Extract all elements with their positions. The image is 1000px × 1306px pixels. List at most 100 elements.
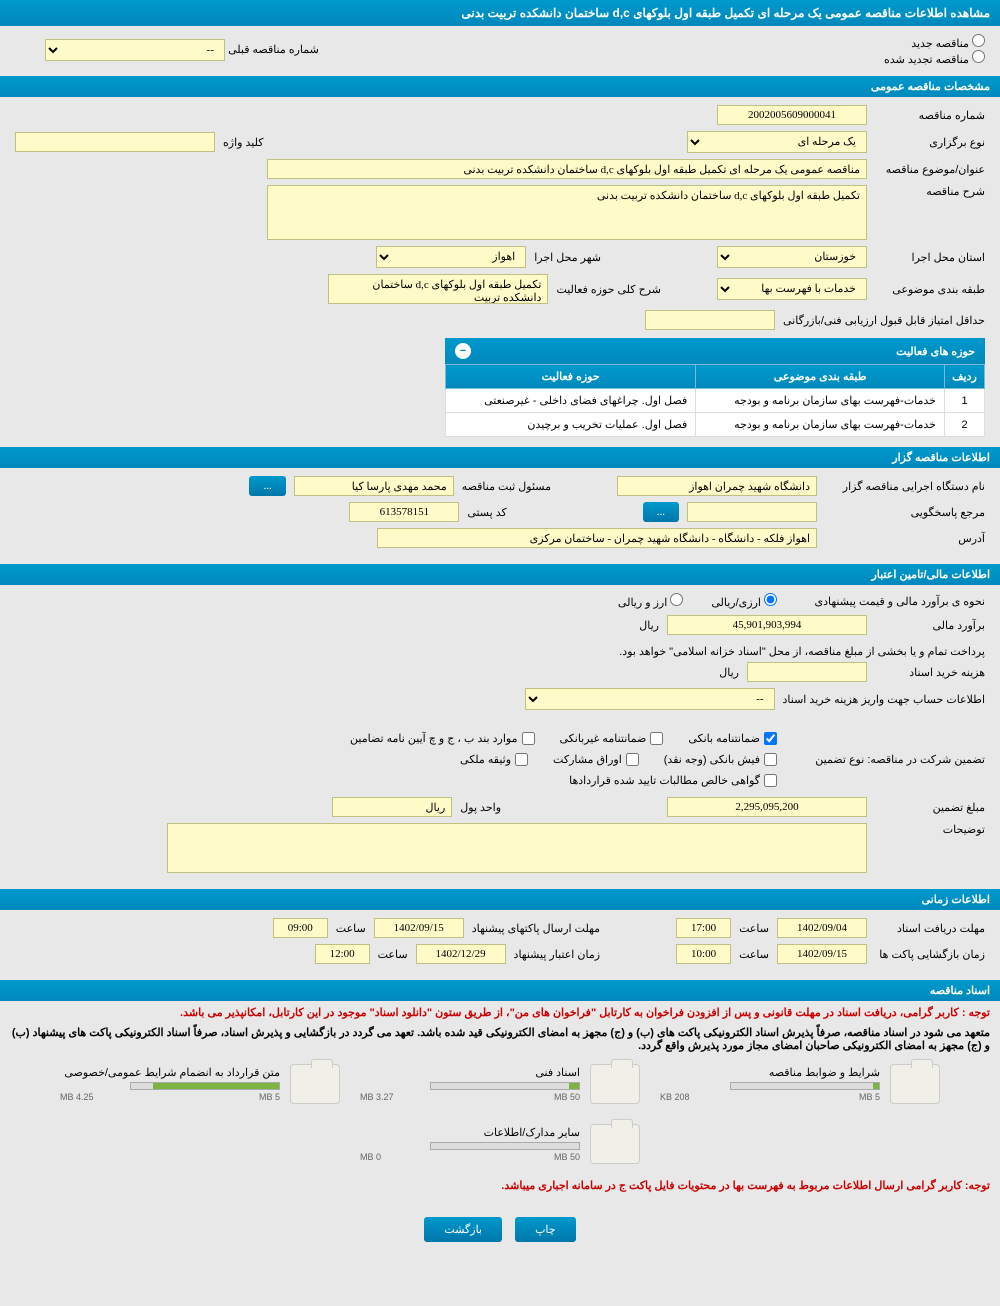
doc-deadline-time[interactable] [676, 918, 731, 938]
registrar-label: مسئول ثبت مناقصه [462, 480, 551, 493]
province-select[interactable]: خوزستان [717, 246, 867, 268]
time-label-4: ساعت [378, 948, 408, 961]
category-label: طبقه بندی موضوعی [875, 283, 985, 296]
doc-note-1: توجه : کاربر گرامی، دریافت اسناد در مهلت… [0, 1001, 1000, 1024]
folder-icon[interactable] [590, 1124, 640, 1164]
envelope-deadline-time[interactable] [273, 918, 328, 938]
opening-label: زمان بازگشایی پاکت ها [875, 948, 985, 961]
subject-input[interactable] [267, 159, 867, 179]
col-category: طبقه بندی موضوعی [696, 365, 945, 389]
response-ref-more-button[interactable]: ... [643, 502, 679, 522]
response-ref-input[interactable] [687, 502, 817, 522]
file-item: شرایط و ضوابط مناقصه 5 MB208 KB [660, 1064, 940, 1104]
tender-type-row: مناقصه جدید مناقصه تجدید شده شماره مناقص… [0, 26, 1000, 74]
description-textarea[interactable] [267, 185, 867, 240]
folder-icon[interactable] [290, 1064, 340, 1104]
col-field: حوزه فعالیت [446, 365, 696, 389]
chk-cert[interactable]: گواهی خالص مطالبات تایید شده قراردادها [569, 774, 777, 787]
file-item: سایر مدارک/اطلاعات 50 MB0 MB [360, 1124, 640, 1164]
estimate-method-label: نحوه ی برآورد مالی و قیمت پیشنهادی [785, 595, 985, 608]
section-timing: اطلاعات زمانی [0, 889, 1000, 910]
validity-time[interactable] [315, 944, 370, 964]
back-button[interactable]: بازگشت [424, 1217, 502, 1242]
chk-nonbank-guarantee[interactable]: ضمانتنامه غیربانکی [560, 732, 664, 745]
notes-textarea[interactable] [167, 823, 867, 873]
chk-property[interactable]: وثیقه ملکی [460, 753, 528, 766]
radio-currency-ir[interactable]: ارزی/ریالی [711, 593, 777, 609]
currency-unit-label: واحد پول [460, 801, 501, 814]
opening-date[interactable] [777, 944, 867, 964]
registrar-input[interactable] [294, 476, 454, 496]
guarantee-amount-label: مبلغ تضمین [875, 801, 985, 814]
province-label: استان محل اجرا [875, 251, 985, 264]
activity-desc-textarea[interactable] [328, 274, 548, 304]
envelope-deadline-date[interactable] [374, 918, 464, 938]
doc-bottom-note: توجه: کاربر گرامی ارسال اطلاعات مربوط به… [0, 1174, 1000, 1197]
estimate-input[interactable] [667, 615, 867, 635]
exec-name-input[interactable] [617, 476, 817, 496]
file-label: متن قرارداد به انضمام شرایط عمومی/خصوصی [60, 1066, 280, 1079]
radio-new-tender[interactable]: مناقصه جدید [911, 38, 985, 50]
activity-desc-label: شرح کلی حوزه فعالیت [556, 283, 661, 296]
file-label: شرایط و ضوابط مناقصه [660, 1066, 880, 1079]
chk-bank-guarantee[interactable]: ضمانتنامه بانکی [688, 732, 777, 745]
doc-deadline-label: مهلت دریافت اسناد [875, 922, 985, 935]
collapse-icon[interactable]: − [455, 343, 471, 359]
validity-date[interactable] [416, 944, 506, 964]
section-documents: اسناد مناقصه [0, 980, 1000, 1001]
radio-currency-fx[interactable]: ارز و ریالی [618, 593, 683, 609]
tender-no-label: شماره مناقصه [875, 109, 985, 122]
folder-icon[interactable] [590, 1064, 640, 1104]
progress-bar [430, 1142, 580, 1150]
chk-bonds[interactable]: اوراق مشارکت [553, 753, 639, 766]
file-item: اسناد فنی 50 MB3.27 MB [360, 1064, 640, 1104]
prev-tender-select[interactable]: -- [45, 39, 225, 61]
progress-bar [130, 1082, 280, 1090]
min-score-input[interactable] [645, 310, 775, 330]
subject-label: عنوان/موضوع مناقصه [875, 163, 985, 176]
account-select[interactable]: -- [525, 688, 775, 710]
chk-cond-guarantee[interactable]: موارد بند ب ، ج و چ آیین نامه تضامین [350, 732, 534, 745]
currency-unit-input[interactable] [332, 797, 452, 817]
time-label-3: ساعت [739, 948, 769, 961]
file-grid: شرایط و ضوابط مناقصه 5 MB208 KB اسناد فن… [0, 1054, 1000, 1174]
address-input[interactable] [377, 528, 817, 548]
guarantee-amount-input[interactable] [667, 797, 867, 817]
timing-form-area: مهلت دریافت اسناد ساعت مهلت ارسال پاکتها… [0, 910, 1000, 978]
keyword-label: کلید واژه [223, 136, 263, 149]
section-general: مشخصات مناقصه عمومی [0, 76, 1000, 97]
city-select[interactable]: اهواز [376, 246, 526, 268]
table-row: 1 خدمات-فهرست بهای سازمان برنامه و بودجه… [446, 389, 985, 413]
category-select[interactable]: خدمات با فهرست بها [717, 278, 867, 300]
organizer-form-area: نام دستگاه اجرایی مناقصه گزار مسئول ثبت … [0, 468, 1000, 562]
progress-bar [730, 1082, 880, 1090]
section-financial: اطلاعات مالی/تامین اعتبار [0, 564, 1000, 585]
doc-cost-input[interactable] [747, 662, 867, 682]
exec-name-label: نام دستگاه اجرایی مناقصه گزار [825, 480, 985, 493]
radio-renewed-tender[interactable]: مناقصه تجدید شده [884, 54, 985, 66]
registrar-more-button[interactable]: ... [249, 476, 285, 496]
folder-icon[interactable] [890, 1064, 940, 1104]
time-label-2: ساعت [336, 922, 366, 935]
opening-time[interactable] [676, 944, 731, 964]
validity-label: زمان اعتبار پیشنهاد [514, 948, 601, 961]
progress-bar [430, 1082, 580, 1090]
doc-note-2: متعهد می شود در اسناد مناقصه، صرفاً پذیر… [0, 1024, 1000, 1054]
tender-no-input[interactable] [717, 105, 867, 125]
file-label: اسناد فنی [360, 1066, 580, 1079]
treasury-note: پرداخت تمام و یا بخشی از مبلغ مناقصه، از… [15, 641, 985, 662]
documents-area: توجه : کاربر گرامی، دریافت اسناد در مهلت… [0, 1001, 1000, 1197]
description-label: شرح مناقصه [875, 185, 985, 198]
print-button[interactable]: چاپ [515, 1217, 576, 1242]
rial-label-2: ریال [719, 666, 739, 679]
chk-cash[interactable]: فیش بانکی (وجه نقد) [664, 753, 777, 766]
guarantee-label: تضمین شرکت در مناقصه: نوع تضمین [785, 753, 985, 766]
keyword-input[interactable] [15, 132, 215, 152]
table-row: 2 خدمات-فهرست بهای سازمان برنامه و بودجه… [446, 413, 985, 437]
account-info-label: اطلاعات حساب جهت واریز هزینه خرید اسناد [783, 693, 985, 706]
holding-type-select[interactable]: یک مرحله ای [687, 131, 867, 153]
postal-input[interactable] [349, 502, 459, 522]
doc-deadline-date[interactable] [777, 918, 867, 938]
time-label: ساعت [739, 922, 769, 935]
address-label: آدرس [825, 532, 985, 545]
